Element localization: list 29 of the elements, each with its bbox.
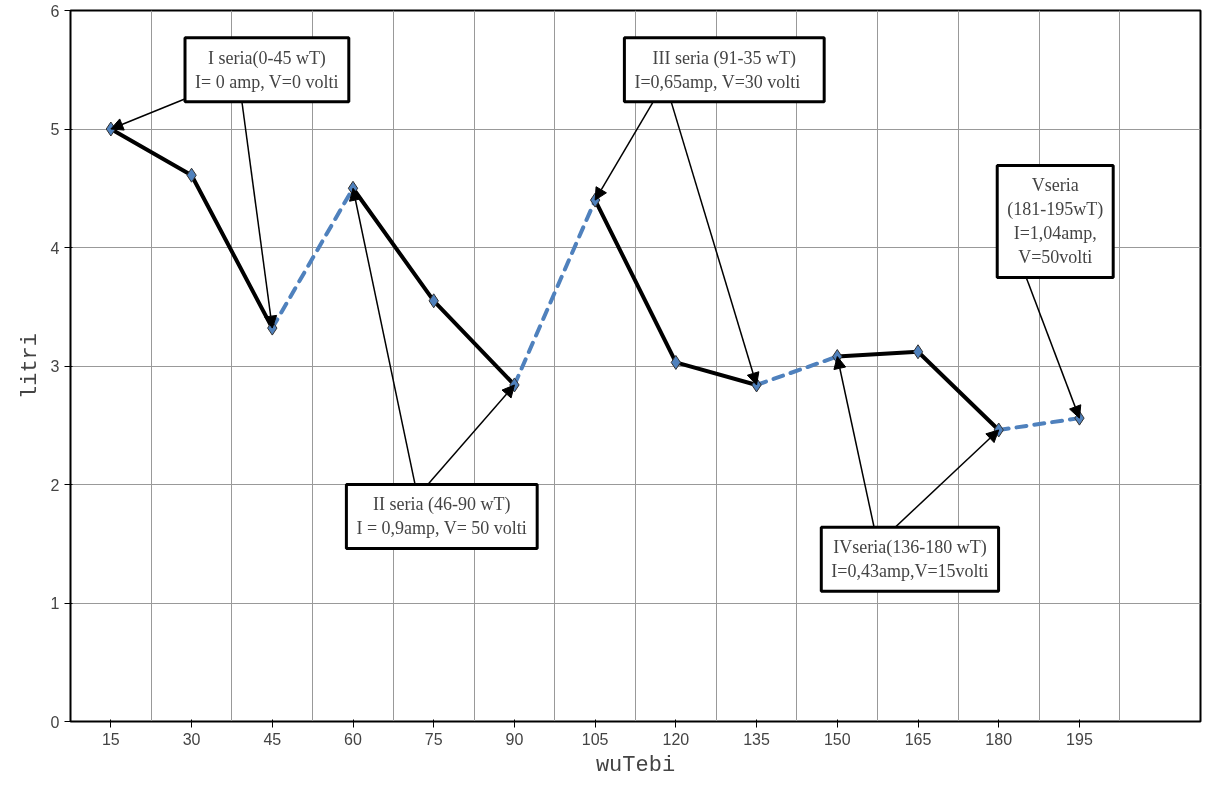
x-tick-label: 30: [182, 730, 201, 748]
annotation: I seria(0-45 wT) I= 0 amp, V=0 volti: [195, 47, 339, 92]
point: [912, 344, 924, 360]
y-tick-label: 3: [50, 358, 60, 375]
annotation: III seria (91-35 wT) I=0,65amp, V=30 volti: [634, 47, 801, 92]
annotation: IVseria(136-180 wT) I=0,43amp,V=15volti: [831, 537, 989, 582]
y-tick-label: 6: [50, 2, 60, 20]
y-tick-label: 0: [50, 713, 60, 731]
y-tick-label: 4: [50, 239, 60, 257]
x-tick-label: 195: [1066, 730, 1093, 748]
y-tick-label: 2: [50, 476, 60, 494]
x-tick-label: 165: [904, 730, 932, 748]
x-tick-label: 135: [743, 730, 771, 748]
x-tick-label: 150: [823, 730, 851, 748]
annotation: II seria (46-90 wT) I = 0,9amp, V= 50 volti: [356, 494, 527, 539]
x-tick-label: 120: [662, 730, 690, 748]
x-tick-label: 45: [263, 730, 282, 748]
y-tick-label: 1: [50, 595, 60, 612]
x-tick-label: 15: [101, 730, 120, 748]
x-tick-label: 75: [424, 730, 443, 748]
x-tick-label: 180: [985, 730, 1013, 748]
y-tick-label: 5: [50, 121, 60, 138]
x-axis-title: wuTebi: [595, 752, 676, 778]
x-tick-label: 90: [505, 730, 524, 748]
annotation: Vseria (181-195wT) I=1,04amp, V=50volti: [1007, 175, 1104, 268]
point: [670, 354, 682, 370]
x-tick-label: 105: [581, 730, 609, 748]
y-axis-title: litri: [17, 332, 43, 400]
x-tick-label: 60: [344, 730, 362, 748]
